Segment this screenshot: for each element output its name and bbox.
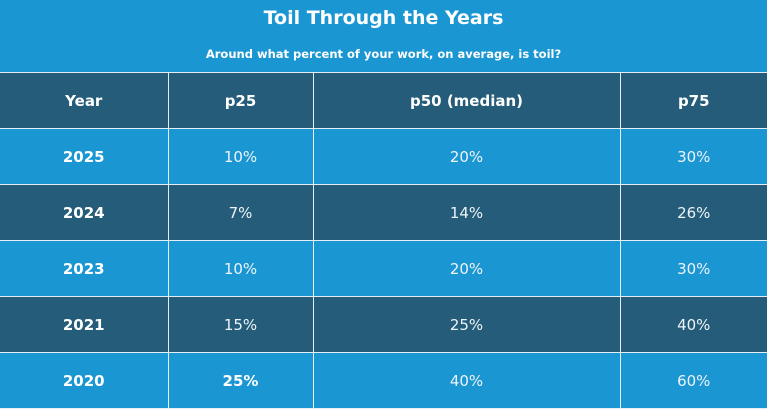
cell-p50: 20% bbox=[312, 128, 621, 185]
cell-p75: 30% bbox=[619, 128, 767, 185]
cell-p25: 10% bbox=[167, 240, 314, 297]
toil-table: Year p25 p50 (median) p75 2025 10% 20% 30% 2… bbox=[0, 72, 767, 409]
cell-p50: 25% bbox=[312, 296, 621, 353]
table-row: 2023 10% 20% 30% bbox=[0, 240, 767, 297]
table-title: Toil Through the Years bbox=[263, 7, 504, 29]
cell-p75: 60% bbox=[619, 352, 767, 409]
cell-year: 2025 bbox=[0, 128, 169, 185]
header-row: Year p25 p50 (median) p75 bbox=[0, 72, 767, 129]
cell-p25: 15% bbox=[167, 296, 314, 353]
cell-year: 2024 bbox=[0, 184, 169, 241]
header-year: Year bbox=[0, 72, 169, 129]
cell-p75: 30% bbox=[619, 240, 767, 297]
table-row: 2025 10% 20% 30% bbox=[0, 128, 767, 185]
cell-year: 2021 bbox=[0, 296, 169, 353]
cell-p50: 14% bbox=[312, 184, 621, 241]
table-row: 2021 15% 25% 40% bbox=[0, 296, 767, 353]
table-row: 2020 25% 40% 60% bbox=[0, 352, 767, 409]
cell-p50: 20% bbox=[312, 240, 621, 297]
cell-p50: 40% bbox=[312, 352, 621, 409]
cell-p75: 26% bbox=[619, 184, 767, 241]
cell-year: 2023 bbox=[0, 240, 169, 297]
header-p75: p75 bbox=[619, 72, 767, 129]
header-p25: p25 bbox=[167, 72, 314, 129]
table-row: 2024 7% 14% 26% bbox=[0, 184, 767, 241]
table-subtitle: Around what percent of your work, on ave… bbox=[205, 47, 562, 61]
cell-p25: 25% bbox=[167, 352, 314, 409]
cell-year: 2020 bbox=[0, 352, 169, 409]
cell-p25: 10% bbox=[167, 128, 314, 185]
cell-p75: 40% bbox=[619, 296, 767, 353]
cell-p25: 7% bbox=[167, 184, 314, 241]
header-p50: p50 (median) bbox=[312, 72, 621, 129]
